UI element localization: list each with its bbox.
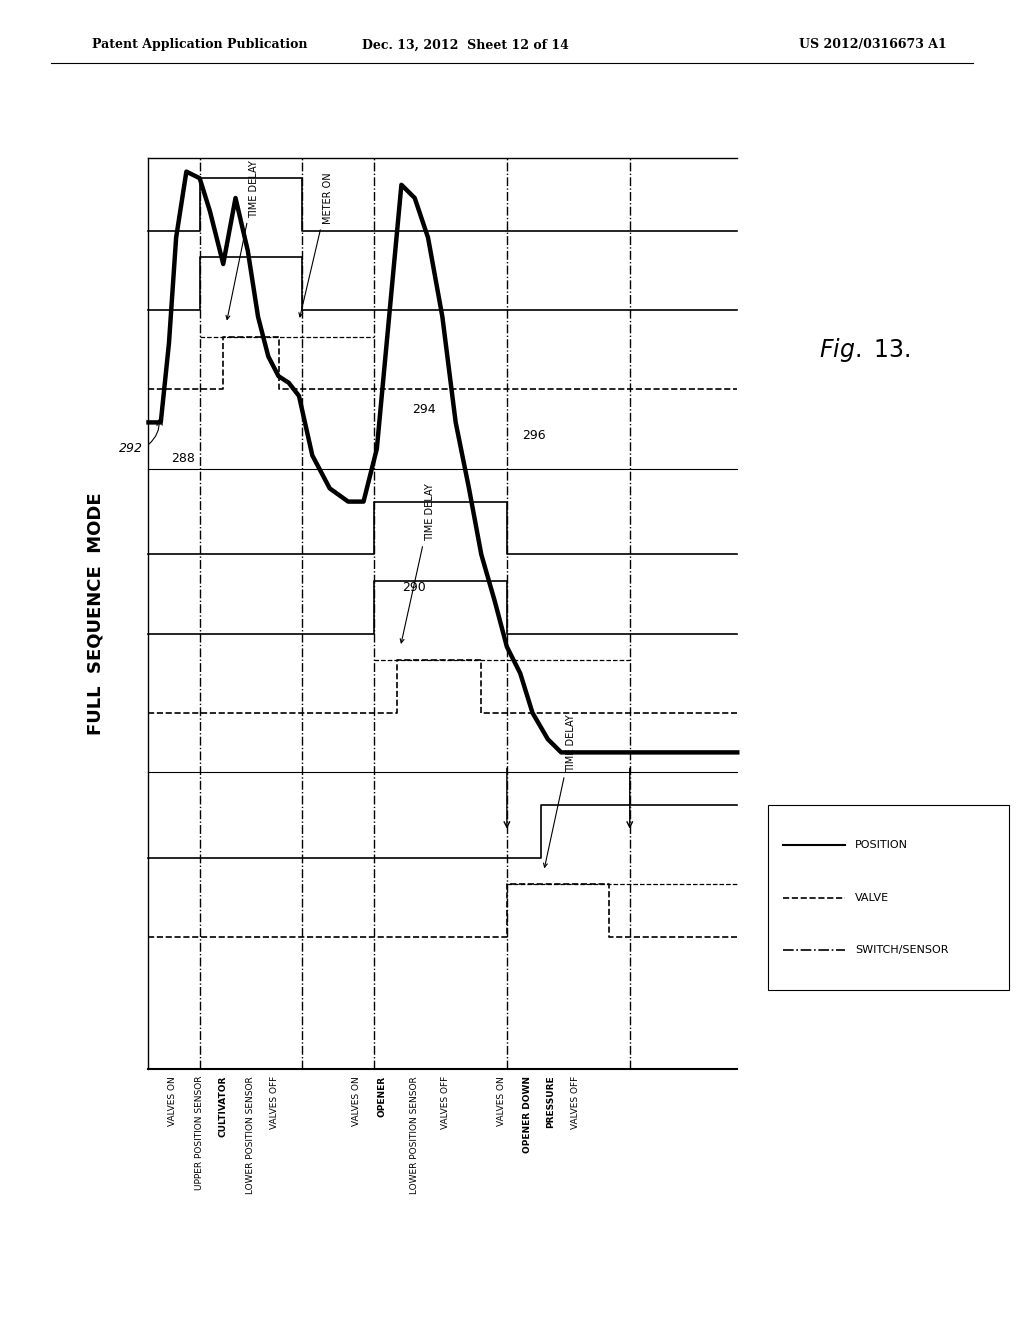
Text: TIME DELAY: TIME DELAY (544, 714, 577, 867)
Text: SWITCH/SENSOR: SWITCH/SENSOR (855, 945, 948, 956)
Text: LOWER POSITION SENSOR: LOWER POSITION SENSOR (247, 1076, 255, 1193)
Text: OPENER DOWN: OPENER DOWN (523, 1076, 531, 1152)
Text: CULTIVATOR: CULTIVATOR (219, 1076, 227, 1137)
Text: 294: 294 (412, 403, 435, 416)
Text: LOWER POSITION SENSOR: LOWER POSITION SENSOR (411, 1076, 419, 1193)
Text: Patent Application Publication: Patent Application Publication (92, 38, 307, 51)
Text: 288: 288 (171, 451, 195, 465)
Text: VALVES ON: VALVES ON (168, 1076, 176, 1126)
Text: TIME DELAY: TIME DELAY (226, 160, 259, 319)
Text: VALVES OFF: VALVES OFF (571, 1076, 580, 1129)
Text: PRESSURE: PRESSURE (547, 1076, 555, 1129)
Text: VALVES OFF: VALVES OFF (270, 1076, 279, 1129)
Text: $\mathit{Fig.\ 13.}$: $\mathit{Fig.\ 13.}$ (819, 335, 911, 364)
Text: POSITION: POSITION (855, 840, 908, 850)
Text: VALVES ON: VALVES ON (352, 1076, 360, 1126)
Text: METER ON: METER ON (299, 173, 333, 317)
Text: VALVES OFF: VALVES OFF (441, 1076, 450, 1129)
Text: US 2012/0316673 A1: US 2012/0316673 A1 (799, 38, 946, 51)
Text: Dec. 13, 2012  Sheet 12 of 14: Dec. 13, 2012 Sheet 12 of 14 (362, 38, 569, 51)
Text: 296: 296 (522, 429, 546, 442)
Text: VALVE: VALVE (855, 892, 889, 903)
Text: 292: 292 (120, 442, 143, 455)
Text: VALVES ON: VALVES ON (498, 1076, 506, 1126)
Text: 290: 290 (402, 581, 426, 594)
Text: UPPER POSITION SENSOR: UPPER POSITION SENSOR (196, 1076, 204, 1191)
Text: FULL  SEQUENCE  MODE: FULL SEQUENCE MODE (86, 492, 104, 735)
Text: OPENER: OPENER (378, 1076, 386, 1117)
Text: TIME DELAY: TIME DELAY (400, 483, 435, 643)
